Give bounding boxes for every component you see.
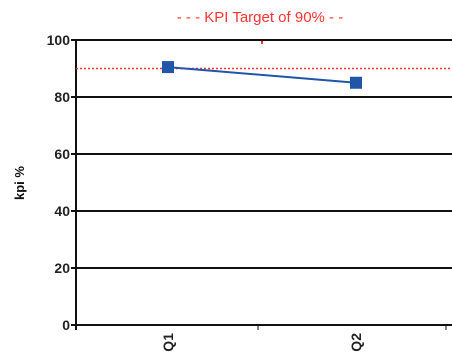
y-tick-label: 40 — [54, 203, 70, 219]
x-tick-label: Q2 — [348, 333, 364, 352]
gridlines — [76, 39, 452, 269]
legend: - - - KPI Target of 90% - - — [177, 9, 343, 44]
x-tick-labels: Q1 Q2 — [160, 333, 364, 352]
series-line — [167, 66, 357, 84]
y-axis-label: kpi % — [12, 166, 27, 200]
data-point-q1 — [162, 61, 174, 74]
y-tick-label: 80 — [54, 89, 70, 105]
data-point-q2 — [350, 76, 362, 89]
series-group — [162, 61, 362, 89]
y-tick-label: 20 — [54, 260, 70, 276]
x-tick-label: Q1 — [160, 333, 176, 352]
legend-target-label: - - - KPI Target of 90% - - — [177, 9, 343, 26]
axes — [71, 39, 452, 330]
y-tick-labels: 0 20 40 60 80 100 — [47, 32, 71, 333]
y-tick-label: 100 — [47, 32, 71, 48]
y-tick-label: 60 — [54, 146, 70, 162]
y-tick-label: 0 — [62, 317, 70, 333]
